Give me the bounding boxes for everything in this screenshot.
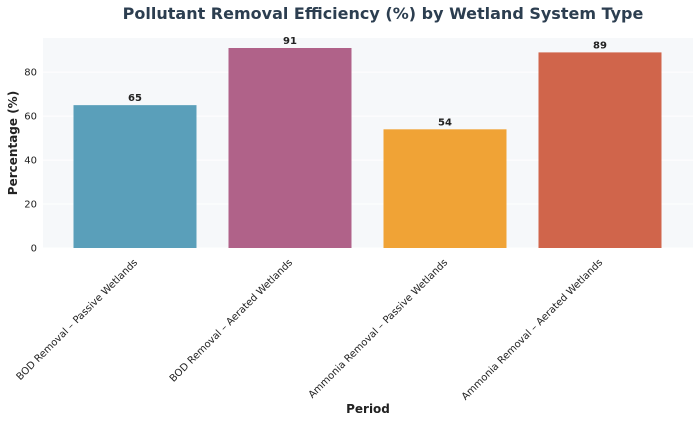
bar-4 <box>538 52 662 249</box>
bar-value-label: 54 <box>438 117 452 128</box>
x-axis-label: Period <box>346 402 390 416</box>
bar-3 <box>383 129 507 248</box>
y-axis-ticks: 0 20 40 60 80 <box>24 68 37 255</box>
y-tick-label: 40 <box>24 156 37 167</box>
y-tick-label: 20 <box>24 200 37 211</box>
y-tick-label: 0 <box>31 244 37 255</box>
chart-title: Pollutant Removal Efficiency (%) by Wetl… <box>123 4 644 23</box>
y-tick-label: 60 <box>24 112 37 123</box>
bar-value-label: 65 <box>128 93 142 104</box>
y-tick-label: 80 <box>24 68 37 79</box>
bar-2 <box>228 48 352 248</box>
bars <box>73 48 662 249</box>
y-axis-label: Percentage (%) <box>6 91 20 195</box>
bar-value-label: 89 <box>593 40 607 51</box>
bar-value-label: 91 <box>283 36 297 47</box>
bar-1 <box>73 105 197 249</box>
value-labels: 65 91 54 89 <box>128 36 607 128</box>
